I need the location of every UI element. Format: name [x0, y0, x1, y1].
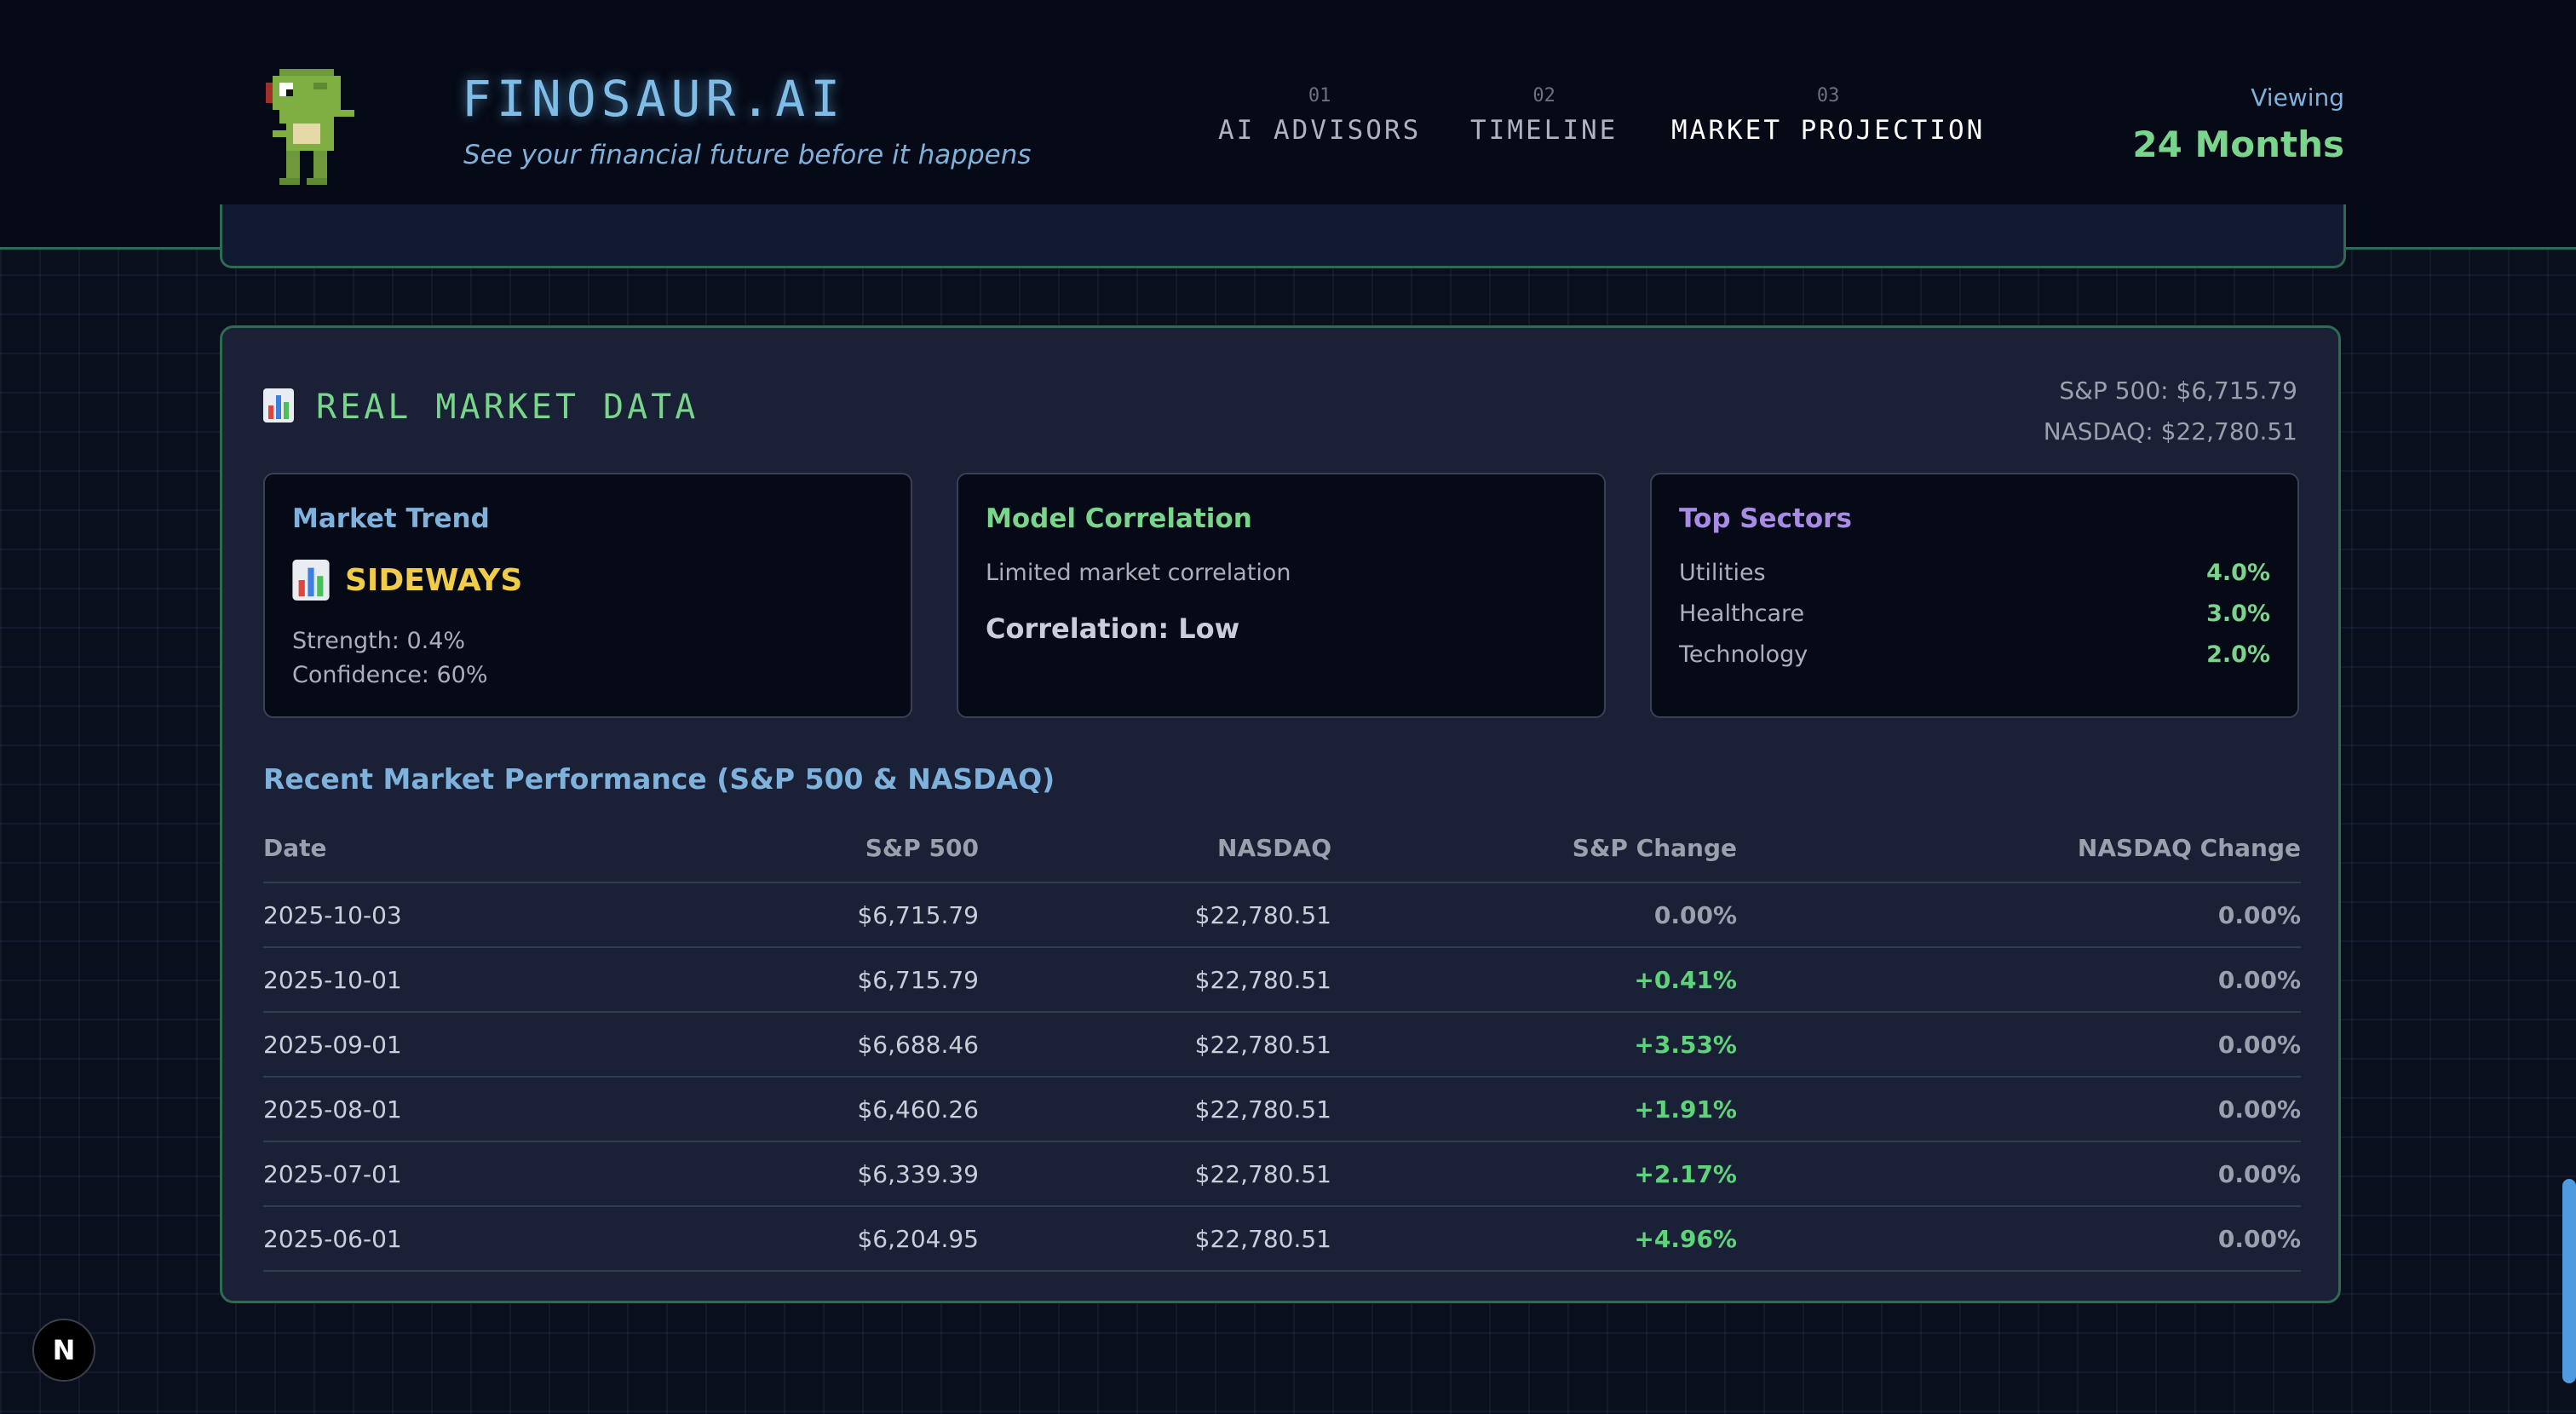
cell-date: 2025-08-01 [263, 1095, 402, 1124]
nav-number: 03 [1816, 85, 1840, 106]
cell-sp-change: +3.53% [1634, 1030, 1737, 1059]
card-title: REAL MARKET DATA [263, 388, 699, 427]
index-summary: S&P 500: $6,715.79 NASDAQ: $22,780.51 [2044, 371, 2297, 452]
cell-nasdaq: $22,780.51 [1194, 900, 1331, 929]
card-title-text: REAL MARKET DATA [316, 388, 699, 427]
market-performance-table: Date S&P 500 NASDAQ S&P Change NASDAQ Ch… [263, 813, 2301, 1272]
sector-value: 2.0% [2206, 641, 2270, 668]
cell-sp-change: +2.17% [1634, 1159, 1737, 1188]
sector-row: Healthcare 3.0% [1679, 601, 2270, 627]
cell-sp-change: +1.91% [1634, 1095, 1737, 1124]
cell-nasdaq: $22,780.51 [1194, 1224, 1331, 1253]
cell-date: 2025-10-01 [263, 965, 402, 994]
sp500-summary: S&P 500: $6,715.79 [2059, 376, 2297, 405]
table-row: 2025-10-01 $6,715.79 $22,780.51 +0.41% 0… [263, 948, 2301, 1013]
table-row: 2025-07-01 $6,339.39 $22,780.51 +2.17% 0… [263, 1142, 2301, 1207]
table-row: 2025-10-03 $6,715.79 $22,780.51 0.00% 0.… [263, 883, 2301, 948]
cell-date: 2025-10-03 [263, 900, 402, 929]
previous-card-edge [220, 204, 2346, 268]
nav-market-projection[interactable]: 03 MARKET PROJECTION [1671, 85, 1985, 146]
scrollbar-thumb[interactable] [2562, 1179, 2576, 1383]
cell-date: 2025-07-01 [263, 1159, 402, 1188]
cell-nasdaq: $22,780.51 [1194, 965, 1331, 994]
sector-value: 3.0% [2206, 601, 2270, 627]
column-header: NASDAQ Change [2077, 833, 2301, 862]
column-header: S&P Change [1572, 833, 1737, 862]
cell-sp500: $6,204.95 [857, 1224, 979, 1253]
trend-strength: Strength: 0.4% [292, 628, 466, 654]
table-row: 2025-06-01 $6,204.95 $22,780.51 +4.96% 0… [263, 1207, 2301, 1272]
bar-chart-icon [263, 388, 294, 422]
cell-sp500: $6,715.79 [857, 900, 979, 929]
nav-label: AI ADVISORS [1218, 115, 1422, 146]
table-row: 2025-09-01 $6,688.46 $22,780.51 +3.53% 0… [263, 1013, 2301, 1078]
nav-timeline[interactable]: 02 TIMELINE [1470, 85, 1618, 146]
cell-nasdaq-change: 0.00% [2217, 965, 2301, 994]
cell-nasdaq-change: 0.00% [2217, 1159, 2301, 1188]
cell-sp500: $6,688.46 [857, 1030, 979, 1059]
correlation-description: Limited market correlation [986, 560, 1291, 586]
nav-label: TIMELINE [1470, 115, 1619, 146]
table-header-row: Date S&P 500 NASDAQ S&P Change NASDAQ Ch… [263, 813, 2301, 883]
nav-ai-advisors[interactable]: 01 AI ADVISORS [1218, 85, 1421, 146]
cell-nasdaq: $22,780.51 [1194, 1030, 1331, 1059]
real-market-data-card: REAL MARKET DATA S&P 500: $6,715.79 NASD… [220, 325, 2341, 1303]
cell-nasdaq-change: 0.00% [2217, 1095, 2301, 1124]
sector-value: 4.0% [2206, 560, 2270, 586]
cell-nasdaq: $22,780.51 [1194, 1159, 1331, 1188]
viewing-label: Viewing [2251, 83, 2344, 112]
cell-sp500: $6,460.26 [857, 1095, 979, 1124]
nav-label: MARKET PROJECTION [1671, 115, 1986, 146]
cell-sp500: $6,339.39 [857, 1159, 979, 1188]
panel-title: Top Sectors [1679, 503, 1852, 534]
sector-name: Technology [1679, 641, 1808, 668]
dinosaur-logo-icon[interactable] [259, 68, 361, 186]
sector-row: Utilities 4.0% [1679, 560, 2270, 586]
sector-name: Healthcare [1679, 601, 1805, 627]
nav-number: 01 [1308, 85, 1331, 106]
trend-row: SIDEWAYS [292, 560, 522, 601]
cell-date: 2025-09-01 [263, 1030, 402, 1059]
column-header: S&P 500 [865, 833, 979, 862]
column-header: NASDAQ [1217, 833, 1331, 862]
brand-title[interactable]: FINOSAUR.AI [462, 70, 846, 128]
cell-nasdaq-change: 0.00% [2217, 1224, 2301, 1253]
bar-chart-icon [292, 560, 330, 601]
cell-sp-change: 0.00% [1653, 900, 1737, 929]
panel-title: Model Correlation [986, 503, 1252, 534]
trend-value: SIDEWAYS [345, 562, 523, 598]
nasdaq-summary: NASDAQ: $22,780.51 [2043, 417, 2297, 445]
cell-sp500: $6,715.79 [857, 965, 979, 994]
sector-name: Utilities [1679, 560, 1766, 586]
trend-confidence: Confidence: 60% [292, 662, 488, 688]
sector-row: Technology 2.0% [1679, 641, 2270, 668]
cell-nasdaq-change: 0.00% [2217, 900, 2301, 929]
nav-number: 02 [1532, 85, 1555, 106]
cell-date: 2025-06-01 [263, 1224, 402, 1253]
model-correlation-panel: Model Correlation Limited market correla… [957, 473, 1606, 718]
nextjs-dev-badge[interactable]: N [32, 1319, 95, 1382]
cell-sp-change: +4.96% [1634, 1224, 1737, 1253]
panel-title: Market Trend [292, 503, 490, 534]
viewing-period: Viewing 24 Months [2132, 83, 2344, 165]
brand-tagline: See your financial future before it happ… [463, 140, 1032, 170]
correlation-value: Correlation: Low [986, 612, 1240, 645]
market-trend-panel: Market Trend SIDEWAYS Strength: 0.4% Con… [263, 473, 912, 718]
top-sectors-panel: Top Sectors Utilities 4.0% Healthcare 3.… [1650, 473, 2299, 718]
viewing-value: 24 Months [2132, 124, 2344, 165]
cell-sp-change: +0.41% [1634, 965, 1737, 994]
cell-nasdaq: $22,780.51 [1194, 1095, 1331, 1124]
table-row: 2025-08-01 $6,460.26 $22,780.51 +1.91% 0… [263, 1078, 2301, 1142]
cell-nasdaq-change: 0.00% [2217, 1030, 2301, 1059]
table-title: Recent Market Performance (S&P 500 & NAS… [263, 762, 1055, 796]
column-header: Date [263, 833, 327, 862]
